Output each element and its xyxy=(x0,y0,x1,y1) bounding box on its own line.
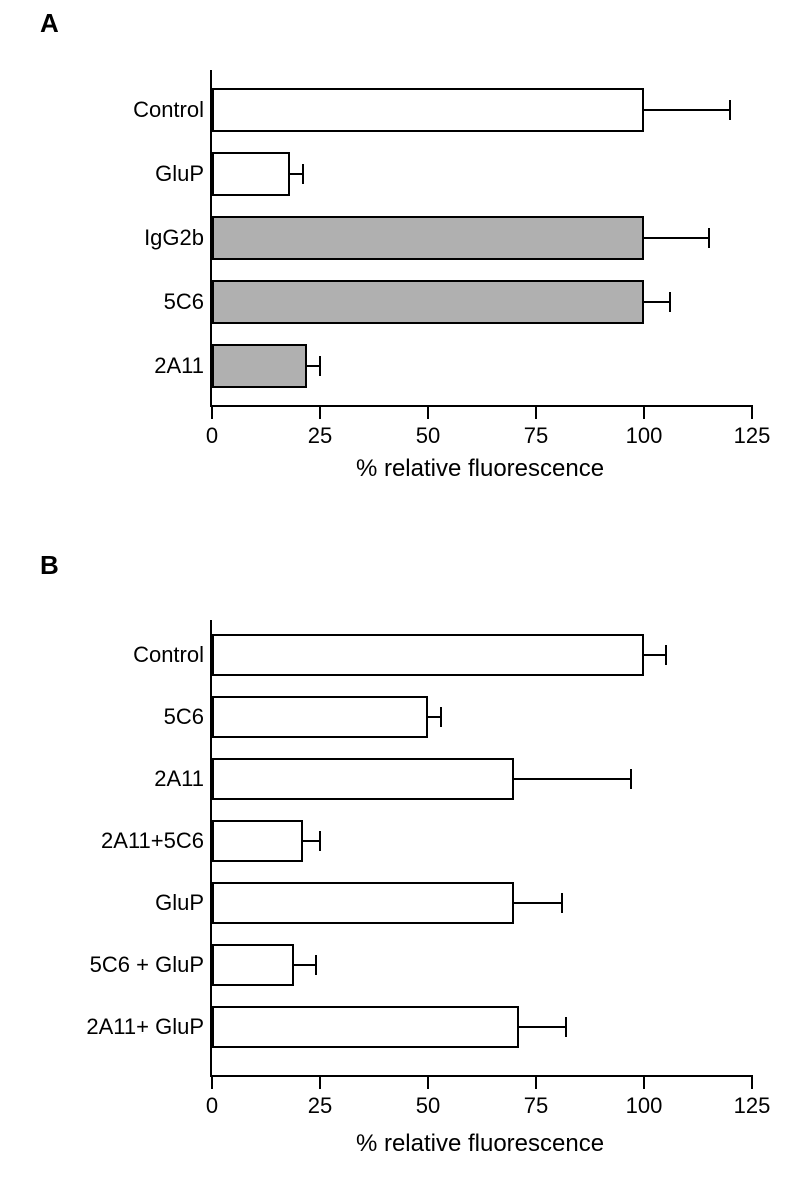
bar-row: 2A11+ GluP xyxy=(212,1006,519,1048)
x-tick-label: 125 xyxy=(734,423,771,449)
x-tick-label: 50 xyxy=(416,1093,440,1119)
bar-row: GluP xyxy=(212,882,514,924)
error-cap xyxy=(708,228,710,248)
bar-label: 5C6 + GluP xyxy=(90,952,204,978)
bar xyxy=(212,344,307,388)
x-tick-label: 0 xyxy=(206,1093,218,1119)
bar-label: IgG2b xyxy=(144,225,204,251)
chart-a: 0255075100125ControlGluPIgG2b5C62A11 xyxy=(210,70,752,407)
bar-label: GluP xyxy=(155,890,204,916)
error-bar xyxy=(514,778,631,780)
bar-label: 2A11 xyxy=(154,766,204,792)
bar-row: GluP xyxy=(212,152,290,196)
error-bar xyxy=(303,840,320,842)
bar-row: 5C6 xyxy=(212,280,644,324)
error-bar xyxy=(644,654,666,656)
bar-row: IgG2b xyxy=(212,216,644,260)
bar-label: Control xyxy=(133,97,204,123)
x-tick xyxy=(427,1075,429,1089)
bar-label: 2A11 xyxy=(154,353,204,379)
panel-a-label: A xyxy=(40,8,59,39)
bar xyxy=(212,152,290,196)
bar xyxy=(212,820,303,862)
bar-label: Control xyxy=(133,642,204,668)
error-cap xyxy=(665,645,667,665)
bar-label: 2A11+ GluP xyxy=(86,1014,204,1040)
x-tick xyxy=(319,405,321,419)
x-tick xyxy=(751,405,753,419)
chart-a-xaxis-title: % relative fluorescence xyxy=(356,455,604,483)
error-cap xyxy=(729,100,731,120)
x-tick xyxy=(211,1075,213,1089)
x-tick-label: 125 xyxy=(734,1093,771,1119)
error-bar xyxy=(644,301,670,303)
error-cap xyxy=(440,707,442,727)
chart-b: 0255075100125Control5C62A112A11+5C6GluP5… xyxy=(210,620,752,1077)
error-cap xyxy=(315,955,317,975)
bar-label: 5C6 xyxy=(164,704,204,730)
bar-row: 2A11 xyxy=(212,344,307,388)
error-bar xyxy=(644,237,709,239)
bar xyxy=(212,944,294,986)
bar xyxy=(212,882,514,924)
x-tick xyxy=(319,1075,321,1089)
x-tick xyxy=(751,1075,753,1089)
x-tick-label: 75 xyxy=(524,423,548,449)
error-cap xyxy=(302,164,304,184)
bar xyxy=(212,280,644,324)
bar-label: 2A11+5C6 xyxy=(101,828,204,854)
error-bar xyxy=(519,1026,567,1028)
error-bar xyxy=(514,902,562,904)
x-tick xyxy=(211,405,213,419)
bar-row: Control xyxy=(212,88,644,132)
x-tick xyxy=(643,405,645,419)
x-tick-label: 0 xyxy=(206,423,218,449)
x-tick-label: 100 xyxy=(626,1093,663,1119)
x-tick-label: 100 xyxy=(626,423,663,449)
error-cap xyxy=(319,831,321,851)
x-tick xyxy=(535,405,537,419)
bar xyxy=(212,216,644,260)
error-cap xyxy=(561,893,563,913)
bar-row: 2A11+5C6 xyxy=(212,820,303,862)
chart-b-xaxis-title: % relative fluorescence xyxy=(356,1130,604,1158)
error-bar xyxy=(294,964,316,966)
bar xyxy=(212,758,514,800)
bar-row: 2A11 xyxy=(212,758,514,800)
panel-b-label: B xyxy=(40,550,59,581)
bar xyxy=(212,634,644,676)
bar xyxy=(212,1006,519,1048)
x-tick-label: 75 xyxy=(524,1093,548,1119)
x-tick-label: 25 xyxy=(308,423,332,449)
bar xyxy=(212,88,644,132)
bar-row: 5C6 + GluP xyxy=(212,944,294,986)
x-tick-label: 50 xyxy=(416,423,440,449)
bar-row: 5C6 xyxy=(212,696,428,738)
error-cap xyxy=(565,1017,567,1037)
error-bar xyxy=(644,109,730,111)
x-tick xyxy=(535,1075,537,1089)
x-tick xyxy=(643,1075,645,1089)
bar-row: Control xyxy=(212,634,644,676)
x-tick xyxy=(427,405,429,419)
error-cap xyxy=(669,292,671,312)
x-tick-label: 25 xyxy=(308,1093,332,1119)
error-cap xyxy=(630,769,632,789)
bar-label: GluP xyxy=(155,161,204,187)
bar-label: 5C6 xyxy=(164,289,204,315)
error-cap xyxy=(319,356,321,376)
bar xyxy=(212,696,428,738)
